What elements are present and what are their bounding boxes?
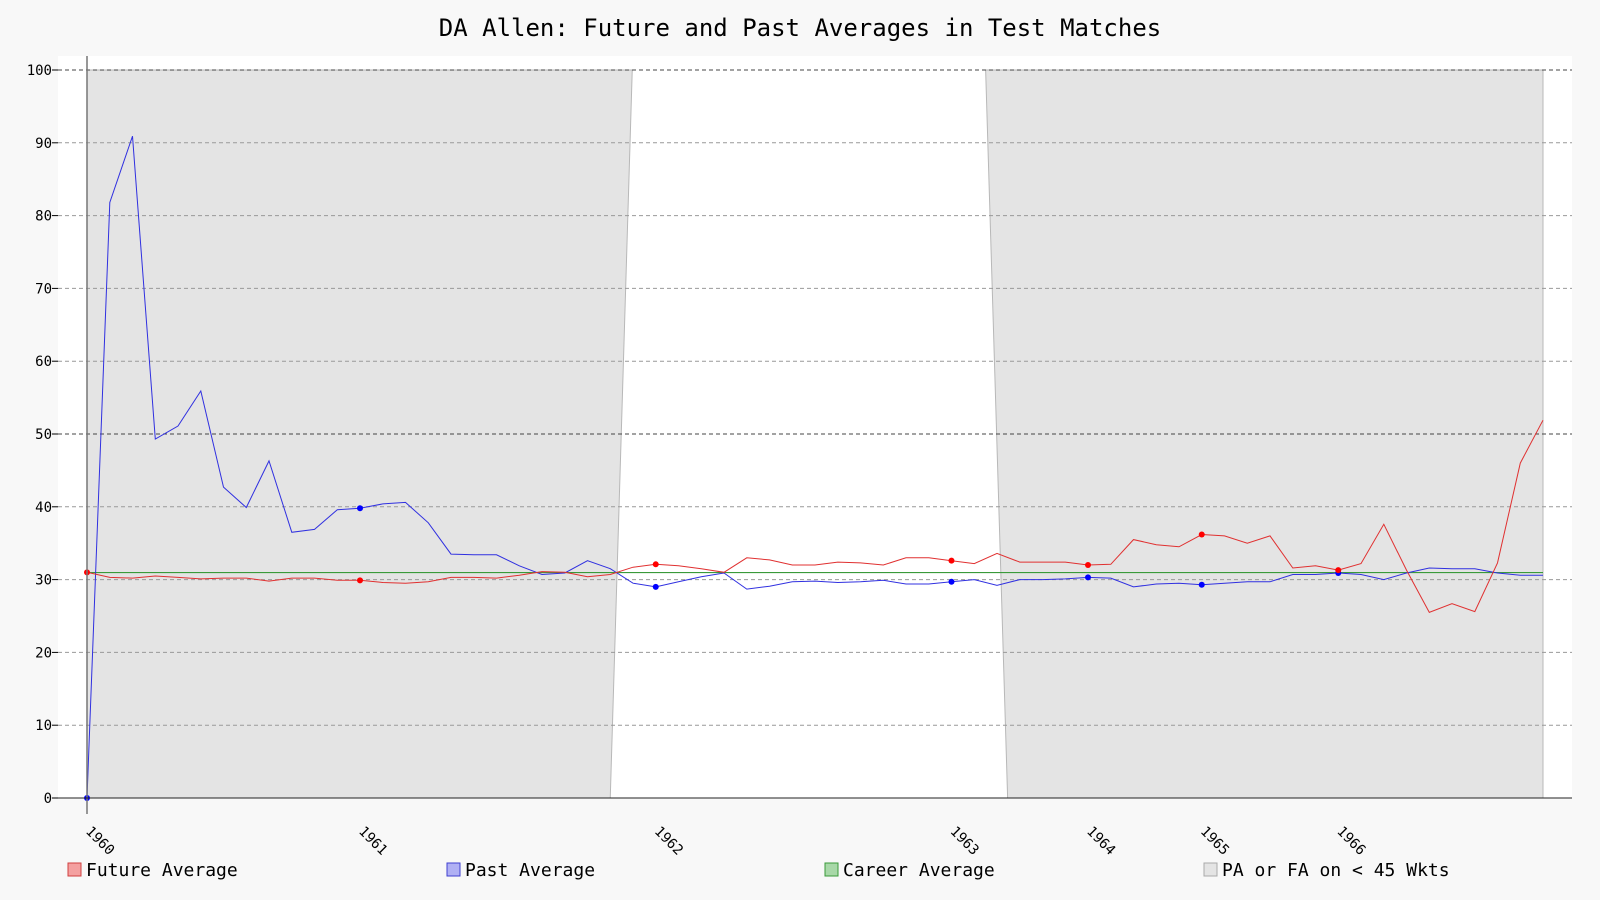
y-tick-label: 70 bbox=[35, 281, 52, 297]
y-tick-label: 30 bbox=[35, 573, 52, 589]
legend-label: Career Average bbox=[843, 860, 995, 881]
y-tick-label: 60 bbox=[35, 354, 52, 370]
y-tick-label: 0 bbox=[44, 791, 52, 807]
past-average-line bbox=[86, 136, 1543, 799]
future-average-point bbox=[1335, 567, 1342, 574]
past-average-point bbox=[948, 578, 955, 585]
chart-title: DA Allen: Future and Past Averages in Te… bbox=[439, 14, 1161, 42]
past-average-point bbox=[357, 505, 363, 512]
y-tick-label: 10 bbox=[35, 718, 52, 734]
legend-label: PA or FA on < 45 Wkts bbox=[1222, 860, 1450, 881]
legend: Future Average Past Average Career Average… bbox=[67, 860, 1450, 881]
legend-label: Past Average bbox=[465, 860, 595, 881]
future-average-point bbox=[1198, 531, 1205, 538]
future-average-point bbox=[652, 561, 659, 568]
past-average-point bbox=[1198, 581, 1205, 588]
past-average-point bbox=[652, 583, 659, 590]
legend-swatch bbox=[67, 862, 82, 877]
y-tick-label: 50 bbox=[35, 427, 52, 443]
legend-label: Future Average bbox=[86, 860, 238, 881]
y-tick-label: 40 bbox=[35, 500, 52, 516]
future-average-point bbox=[948, 557, 955, 564]
future-average-line bbox=[86, 419, 1544, 614]
y-tick-label: 100 bbox=[27, 63, 52, 79]
series-lines bbox=[84, 136, 1544, 801]
legend-swatch bbox=[1203, 862, 1218, 877]
y-tick-label: 80 bbox=[35, 209, 52, 225]
legend-swatch bbox=[824, 862, 839, 877]
gridlines bbox=[58, 69, 1572, 726]
past-average-point bbox=[1085, 574, 1091, 581]
future-average-point bbox=[357, 577, 363, 584]
y-tick-label: 20 bbox=[35, 645, 52, 661]
future-average-point bbox=[1085, 562, 1091, 569]
legend-swatch bbox=[446, 862, 461, 877]
y-tick-label: 90 bbox=[35, 136, 52, 152]
